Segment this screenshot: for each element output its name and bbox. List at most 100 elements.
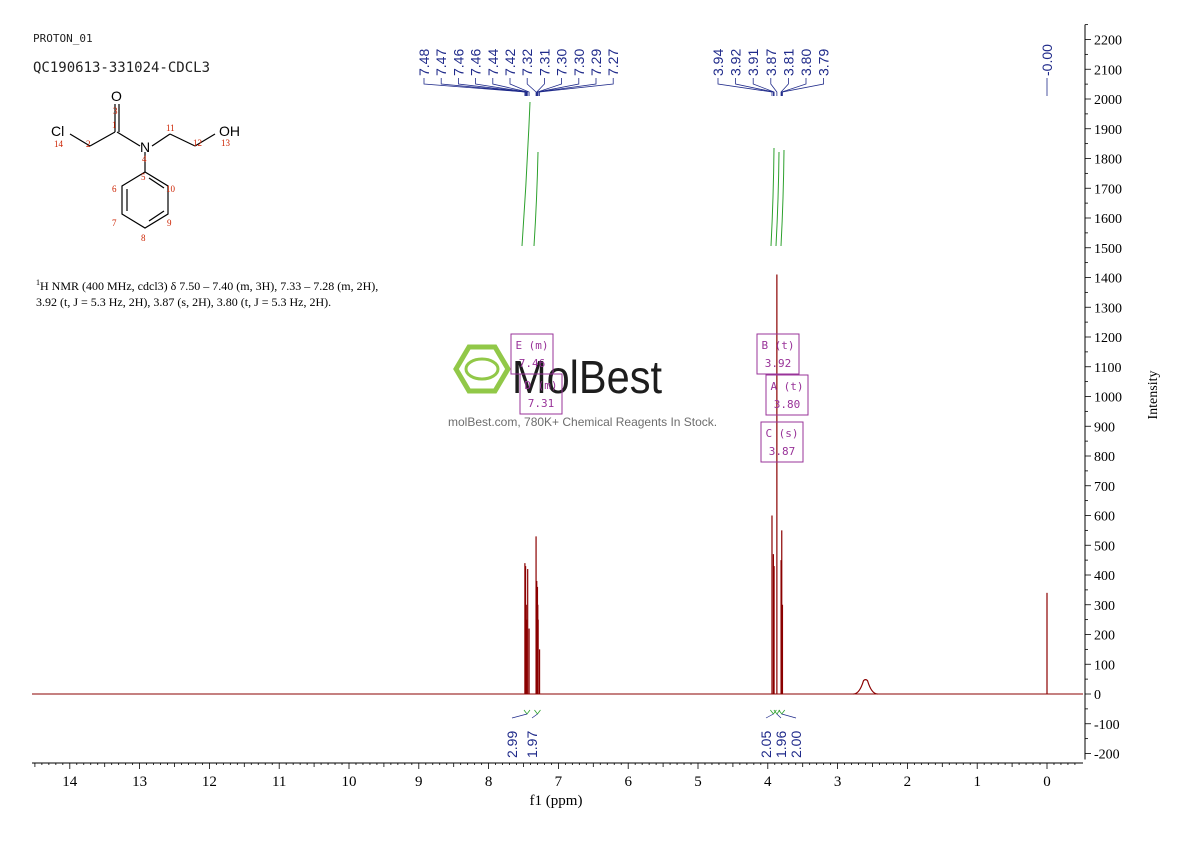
integral-curve	[775, 151, 780, 247]
integral-label: 1.96	[773, 731, 789, 758]
y-tick-label: 1900	[1094, 123, 1122, 138]
x-tick-label: 3	[834, 774, 842, 790]
y-tick-label: 600	[1094, 510, 1115, 525]
peak-label-connector	[781, 78, 807, 96]
peak-label-connector	[537, 78, 597, 96]
multiplet-name: A (t)	[770, 380, 803, 393]
atom-oh: OH	[219, 123, 240, 139]
x-tick-label: 2	[904, 774, 912, 790]
y-tick-label: -100	[1094, 718, 1120, 733]
peak-label: -0.00	[1039, 44, 1055, 76]
y-tick-label: -200	[1094, 748, 1120, 763]
integral-curve	[780, 149, 785, 247]
integral-connector	[776, 713, 782, 719]
molbest-logo-icon	[453, 344, 511, 394]
y-tick-label: 1600	[1094, 212, 1122, 227]
integral-bracket	[534, 709, 541, 715]
multiplet-box	[760, 421, 804, 463]
watermark-brand: MolBest	[512, 351, 662, 403]
atom-number: 8	[141, 233, 146, 243]
atom-number: 13	[221, 138, 231, 148]
peak-label: 7.29	[588, 49, 604, 76]
atom-number: 6	[112, 184, 117, 194]
x-tick-label: 8	[485, 774, 493, 790]
multiplet-boxes: E (m) 7.46 D (m) 7.31 B (t) 3.92 A (t) 3.80 C (s…	[510, 333, 809, 463]
peak-label: 7.31	[536, 49, 552, 76]
y-tick-label: 700	[1094, 480, 1115, 495]
y-tick-label: 2200	[1094, 34, 1122, 49]
atom-number: 14	[54, 139, 64, 149]
peak-label: 7.47	[433, 49, 449, 76]
multiplet-box	[519, 373, 563, 415]
peak-label: 3.94	[710, 49, 726, 76]
peak-label: 3.80	[798, 49, 814, 76]
multiplet-shift: 7.46	[519, 357, 546, 370]
y-tick-label: 100	[1094, 658, 1115, 673]
x-axis: 14 13 12 11 10 9 8 7 6 5 4 3 2 1 0	[32, 762, 1083, 790]
y-tick-label: 1200	[1094, 331, 1122, 346]
x-tick-label: 12	[202, 774, 217, 790]
y-tick-label: 200	[1094, 629, 1115, 644]
integral-curve	[521, 101, 531, 247]
peak-label-connector	[752, 78, 775, 96]
x-tick-label: 10	[342, 774, 357, 790]
watermark: MolBest molBest.com, 780K+ Chemical Reag…	[448, 344, 717, 429]
integral-connector	[531, 713, 538, 719]
atom-number: 3	[113, 106, 118, 116]
x-tick-label: 4	[764, 774, 772, 790]
multiplet-shift: 3.92	[765, 357, 792, 370]
multiplet-name: C (s)	[765, 427, 798, 440]
peak-label: 3.87	[763, 49, 779, 76]
spectrum-trace	[524, 274, 1048, 695]
peak-label: 7.42	[502, 49, 518, 76]
peak-label-connector	[770, 78, 778, 96]
atom-number: 10	[166, 184, 176, 194]
peak-label-connector	[780, 78, 789, 96]
x-tick-label: 14	[62, 774, 78, 790]
y-axis: 2200210020001900180017001600150014001300…	[1084, 24, 1122, 763]
x-tick-label: 9	[415, 774, 423, 790]
nmr-description-line1: 1H NMR (400 MHz, cdcl3) δ 7.50 – 7.40 (m…	[36, 278, 378, 293]
atom-numbers: 1 2 3 4 5 6 7 8 9 10 11 12 13 14	[54, 106, 231, 243]
y-tick-label: 1700	[1094, 182, 1122, 197]
peak-label: 7.32	[519, 49, 535, 76]
atom-o: O	[111, 88, 122, 104]
peak-label: 7.46	[468, 49, 484, 76]
peak-label-connector	[509, 78, 530, 96]
peak-label-connector	[717, 78, 773, 96]
atom-number: 5	[141, 172, 146, 182]
peak-label: 3.91	[745, 49, 761, 76]
multiplet-shift: 3.87	[769, 445, 796, 458]
y-tick-label: 500	[1094, 539, 1115, 554]
multiplet-shift: 3.80	[774, 398, 801, 411]
peak-label-connector	[735, 78, 774, 96]
multiplet-shift: 7.31	[528, 397, 555, 410]
peak-label: 3.92	[728, 49, 744, 76]
atom-number: 1	[112, 120, 117, 130]
x-tick-label: 0	[1043, 774, 1051, 790]
y-tick-label: 0	[1094, 688, 1101, 703]
multiplet-name: E (m)	[515, 339, 548, 352]
y-tick-label: 1500	[1094, 242, 1122, 257]
integral-label: 2.99	[504, 731, 520, 758]
integral-connector	[511, 713, 528, 719]
atom-number: 11	[166, 123, 175, 133]
peak-label: 7.44	[485, 49, 501, 76]
peak-label-connector	[492, 78, 529, 96]
peak-labels: 7.48 7.47 7.46 7.46 7.44 7.42 7.32 7.31 7.30 7.30…	[416, 44, 1055, 96]
integral-curves: 2.99 1.97 2.05 1.96 2.00	[504, 101, 804, 758]
x-tick-label: 1	[973, 774, 981, 790]
peak-label-connector	[539, 78, 614, 96]
atom-number: 2	[86, 139, 91, 149]
integral-bracket	[523, 709, 531, 715]
header-line1: PROTON_01	[33, 32, 93, 45]
watermark-tagline: molBest.com, 780K+ Chemical Reagents In …	[448, 415, 717, 429]
integral-label: 2.00	[788, 731, 804, 758]
integral-label: 1.97	[524, 731, 540, 758]
peak-label-connector	[526, 78, 537, 96]
integral-curve	[770, 147, 775, 247]
y-tick-label: 2100	[1094, 63, 1122, 78]
peak-label: 3.79	[816, 49, 832, 76]
peak-label-connector	[475, 78, 528, 96]
